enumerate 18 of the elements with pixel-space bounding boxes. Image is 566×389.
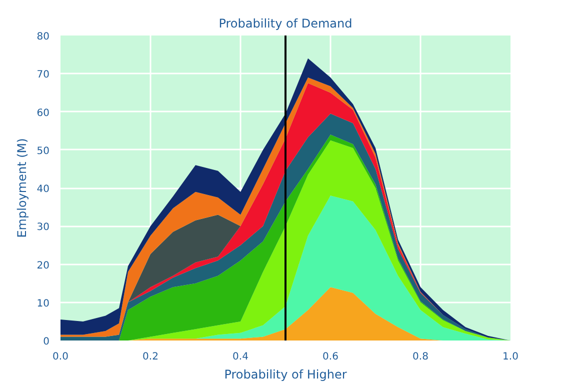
y-tick-label: 30 [36,222,50,234]
x-tick-label: 0.8 [412,352,428,362]
chart-title: Probability of Demand [218,16,352,30]
x-tick-label: 0.6 [322,352,338,362]
x-axis-title: Probability of Higher [224,368,347,382]
y-tick-label: 20 [36,260,50,272]
y-tick-label: 70 [36,70,50,81]
y-axis-title: Employment (M) [14,138,29,238]
x-tick-label: 1.0 [502,352,518,362]
y-tick-label: 10 [36,298,50,310]
y-tick-label: 80 [36,32,50,42]
y-tick-label: 60 [36,108,50,119]
y-tick-label: 50 [36,146,50,157]
x-tick-label: 0.0 [52,352,68,362]
x-tick-label: 0.2 [142,352,158,362]
y-tick-label: 0 [43,336,50,348]
y-tick-label: 40 [36,184,50,195]
x-tick-label: 0.4 [232,352,248,362]
